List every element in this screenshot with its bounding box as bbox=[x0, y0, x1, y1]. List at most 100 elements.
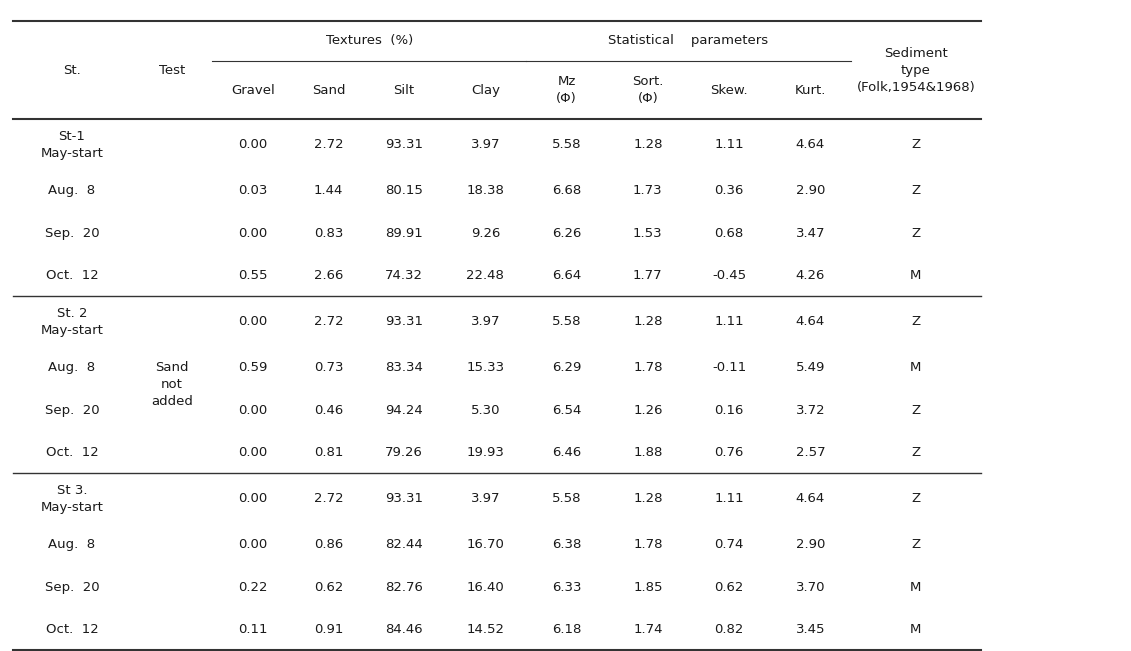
Text: 6.64: 6.64 bbox=[552, 269, 581, 282]
Text: 0.16: 0.16 bbox=[715, 404, 744, 417]
Text: 0.83: 0.83 bbox=[314, 227, 344, 240]
Text: 4.26: 4.26 bbox=[795, 269, 824, 282]
Text: 18.38: 18.38 bbox=[466, 184, 504, 197]
Text: 15.33: 15.33 bbox=[466, 361, 504, 374]
Text: 0.59: 0.59 bbox=[239, 361, 268, 374]
Text: 2.72: 2.72 bbox=[313, 315, 344, 328]
Text: 82.76: 82.76 bbox=[386, 581, 423, 594]
Text: Aug.  8: Aug. 8 bbox=[49, 361, 95, 374]
Text: 0.82: 0.82 bbox=[715, 623, 744, 635]
Text: 1.78: 1.78 bbox=[633, 538, 663, 551]
Text: 6.68: 6.68 bbox=[552, 184, 581, 197]
Text: Oct.  12: Oct. 12 bbox=[45, 446, 98, 459]
Text: Oct.  12: Oct. 12 bbox=[45, 269, 98, 282]
Text: 0.73: 0.73 bbox=[313, 361, 344, 374]
Text: 5.30: 5.30 bbox=[470, 404, 500, 417]
Text: Sep.  20: Sep. 20 bbox=[44, 581, 100, 594]
Text: 1.88: 1.88 bbox=[633, 446, 663, 459]
Text: Sep.  20: Sep. 20 bbox=[44, 227, 100, 240]
Text: 3.47: 3.47 bbox=[795, 227, 826, 240]
Text: 6.54: 6.54 bbox=[552, 404, 581, 417]
Text: 1.73: 1.73 bbox=[633, 184, 663, 197]
Text: 0.76: 0.76 bbox=[715, 446, 744, 459]
Text: 0.91: 0.91 bbox=[314, 623, 344, 635]
Text: Z: Z bbox=[912, 446, 921, 459]
Text: 6.29: 6.29 bbox=[552, 361, 581, 374]
Text: 4.64: 4.64 bbox=[796, 315, 824, 328]
Text: 0.55: 0.55 bbox=[239, 269, 268, 282]
Text: 2.90: 2.90 bbox=[795, 184, 824, 197]
Text: 0.00: 0.00 bbox=[239, 538, 268, 551]
Text: 5.49: 5.49 bbox=[795, 361, 824, 374]
Text: 5.58: 5.58 bbox=[552, 492, 581, 505]
Text: Z: Z bbox=[912, 315, 921, 328]
Text: 1.28: 1.28 bbox=[633, 138, 663, 151]
Text: 1.11: 1.11 bbox=[715, 492, 744, 505]
Text: 5.58: 5.58 bbox=[552, 315, 581, 328]
Text: M: M bbox=[910, 581, 922, 594]
Text: Skew.: Skew. bbox=[710, 84, 748, 97]
Text: 3.72: 3.72 bbox=[795, 404, 826, 417]
Text: 4.64: 4.64 bbox=[796, 138, 824, 151]
Text: 1.78: 1.78 bbox=[633, 361, 663, 374]
Text: 1.74: 1.74 bbox=[633, 623, 663, 635]
Text: 84.46: 84.46 bbox=[386, 623, 423, 635]
Text: Sort.
(Φ): Sort. (Φ) bbox=[632, 76, 664, 105]
Text: 0.81: 0.81 bbox=[314, 446, 344, 459]
Text: 2.66: 2.66 bbox=[314, 269, 344, 282]
Text: 0.68: 0.68 bbox=[715, 227, 744, 240]
Text: Sand
not
added: Sand not added bbox=[150, 361, 192, 408]
Text: 0.03: 0.03 bbox=[239, 184, 268, 197]
Text: Sand: Sand bbox=[312, 84, 345, 97]
Text: 0.00: 0.00 bbox=[239, 446, 268, 459]
Text: Kurt.: Kurt. bbox=[795, 84, 826, 97]
Text: 6.26: 6.26 bbox=[552, 227, 581, 240]
Text: St 3.
May-start: St 3. May-start bbox=[41, 484, 103, 514]
Text: Test: Test bbox=[158, 64, 184, 77]
Text: Z: Z bbox=[912, 227, 921, 240]
Text: 83.34: 83.34 bbox=[386, 361, 423, 374]
Text: 1.11: 1.11 bbox=[715, 315, 744, 328]
Text: 93.31: 93.31 bbox=[386, 315, 423, 328]
Text: 1.77: 1.77 bbox=[633, 269, 663, 282]
Text: 82.44: 82.44 bbox=[386, 538, 423, 551]
Text: 1.85: 1.85 bbox=[633, 581, 663, 594]
Text: 2.57: 2.57 bbox=[795, 446, 826, 459]
Text: Clay: Clay bbox=[470, 84, 500, 97]
Text: 0.74: 0.74 bbox=[715, 538, 744, 551]
Text: 1.26: 1.26 bbox=[633, 404, 663, 417]
Text: -0.11: -0.11 bbox=[713, 361, 746, 374]
Text: 14.52: 14.52 bbox=[466, 623, 504, 635]
Text: 0.00: 0.00 bbox=[239, 138, 268, 151]
Text: 1.28: 1.28 bbox=[633, 315, 663, 328]
Text: 0.86: 0.86 bbox=[314, 538, 343, 551]
Text: M: M bbox=[910, 623, 922, 635]
Text: 6.46: 6.46 bbox=[552, 446, 581, 459]
Text: 0.11: 0.11 bbox=[239, 623, 268, 635]
Text: 0.62: 0.62 bbox=[314, 581, 344, 594]
Text: Silt: Silt bbox=[394, 84, 415, 97]
Text: Z: Z bbox=[912, 538, 921, 551]
Text: 5.58: 5.58 bbox=[552, 138, 581, 151]
Text: Aug.  8: Aug. 8 bbox=[49, 538, 95, 551]
Text: 6.33: 6.33 bbox=[552, 581, 581, 594]
Text: 93.31: 93.31 bbox=[386, 138, 423, 151]
Text: Z: Z bbox=[912, 492, 921, 505]
Text: 1.11: 1.11 bbox=[715, 138, 744, 151]
Text: Z: Z bbox=[912, 184, 921, 197]
Text: M: M bbox=[910, 269, 922, 282]
Text: 4.64: 4.64 bbox=[796, 492, 824, 505]
Text: 0.00: 0.00 bbox=[239, 492, 268, 505]
Text: Sep.  20: Sep. 20 bbox=[44, 404, 100, 417]
Text: Statistical    parameters: Statistical parameters bbox=[608, 35, 769, 48]
Text: 1.28: 1.28 bbox=[633, 492, 663, 505]
Text: 3.97: 3.97 bbox=[470, 138, 500, 151]
Text: St.: St. bbox=[63, 64, 80, 77]
Text: Aug.  8: Aug. 8 bbox=[49, 184, 95, 197]
Text: 0.46: 0.46 bbox=[314, 404, 343, 417]
Text: 9.26: 9.26 bbox=[470, 227, 500, 240]
Text: 22.48: 22.48 bbox=[466, 269, 504, 282]
Text: 80.15: 80.15 bbox=[386, 184, 423, 197]
Text: Sediment
type
(Folk,1954&1968): Sediment type (Folk,1954&1968) bbox=[856, 47, 975, 94]
Text: St-1
May-start: St-1 May-start bbox=[41, 130, 103, 159]
